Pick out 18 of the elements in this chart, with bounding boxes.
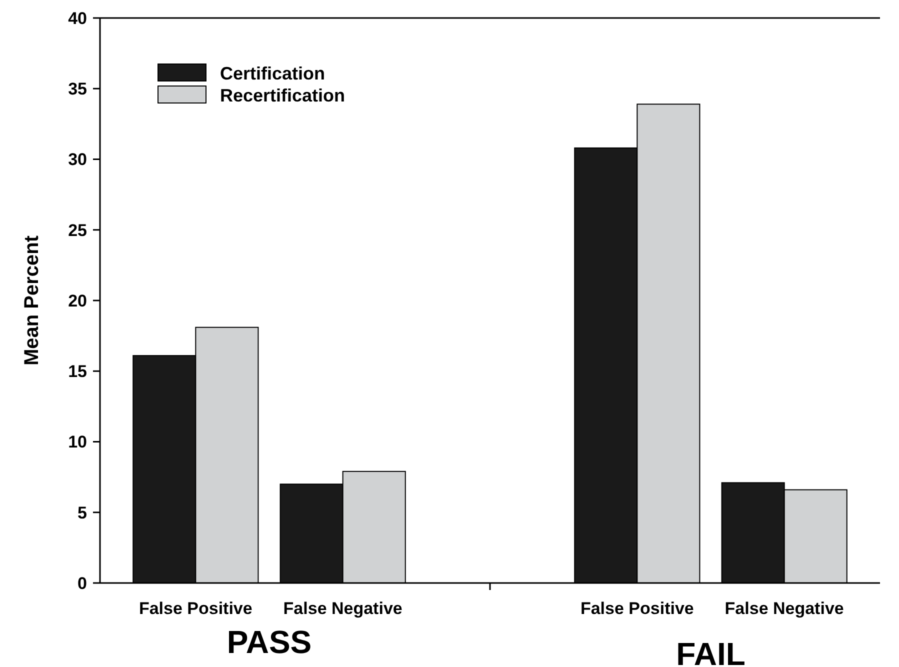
y-tick-label: 15 bbox=[68, 362, 87, 382]
y-tick-label: 35 bbox=[68, 80, 87, 99]
y-tick-label: 10 bbox=[68, 432, 87, 452]
text: FAIL bbox=[676, 636, 746, 667]
y-tick-label: 20 bbox=[68, 291, 87, 310]
legend-label: Recertification bbox=[220, 85, 346, 106]
x-tick-label: False Negative bbox=[724, 599, 844, 618]
y-tick-label: 25 bbox=[68, 220, 87, 240]
legend-label: Certification bbox=[220, 63, 326, 84]
x-tick-label: False Positive bbox=[138, 599, 252, 618]
y-axis-title: Mean Percent bbox=[21, 235, 43, 366]
x-tick-label: False Negative bbox=[283, 599, 402, 618]
y-tick-label: 5 bbox=[78, 503, 87, 522]
x-tick-label: False Positive bbox=[580, 599, 694, 618]
text: PASS bbox=[226, 624, 312, 660]
y-tick-label: 30 bbox=[68, 150, 87, 170]
y-tick-label: 0 bbox=[78, 574, 87, 593]
y-tick-label: 40 bbox=[68, 8, 87, 28]
